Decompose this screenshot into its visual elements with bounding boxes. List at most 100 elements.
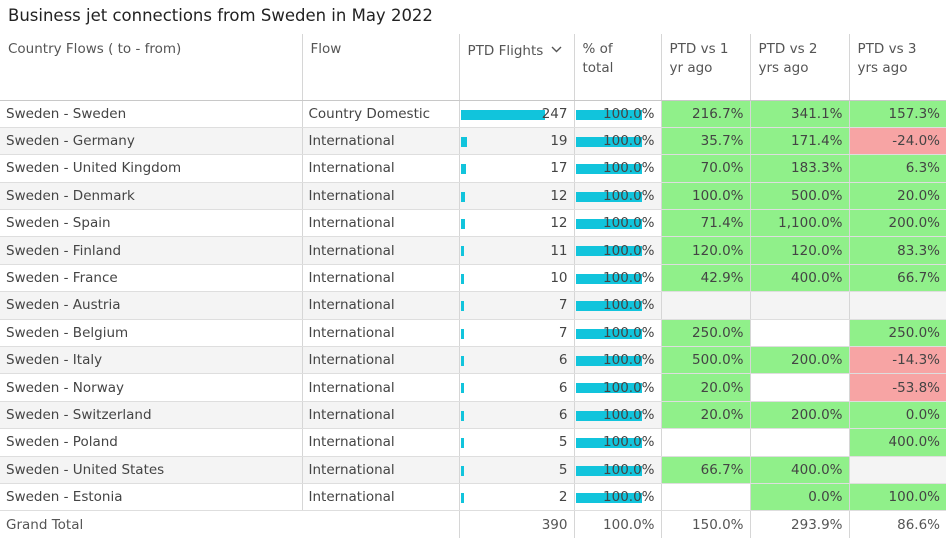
- pct-bar: [575, 410, 642, 421]
- country-flow-cell: Sweden - Italy: [0, 346, 303, 375]
- pct-value: 100.0%: [603, 215, 655, 232]
- vs-2yr-cell: 400.0%: [750, 456, 850, 484]
- vs-1yr-cell: 66.7%: [661, 456, 751, 484]
- pct-value: 100.0%: [603, 324, 655, 341]
- vs-2yr-cell: 200.0%: [750, 401, 850, 430]
- country-flow-cell: Sweden - Finland: [0, 236, 303, 265]
- vs-1yr-cell: 20.0%: [661, 373, 751, 402]
- header-pct-total[interactable]: % of total: [574, 34, 662, 101]
- table-row[interactable]: Sweden - Belgium International 7 100.0% 250.…: [0, 319, 946, 348]
- vs-3yr-cell: 400.0%: [849, 428, 946, 457]
- pct-total-cell: 100.0%: [574, 236, 662, 265]
- table-row[interactable]: Sweden - Switzerland International 6 100.0%…: [0, 401, 946, 430]
- vs-2yr-cell: [750, 373, 850, 402]
- ptd-flights-cell: 6: [459, 346, 575, 375]
- vs-3yr-cell: -14.3%: [849, 346, 946, 375]
- vs-1yr-cell: 71.4%: [661, 209, 751, 238]
- table-row[interactable]: Sweden - Denmark International 12 100.0% 100…: [0, 182, 946, 211]
- ptd-flights-cell: 12: [459, 182, 575, 211]
- pct-bar: [575, 219, 642, 230]
- pct-total-cell: 100.0%: [574, 483, 662, 512]
- pct-bar: [575, 356, 642, 367]
- header-vs-1yr[interactable]: PTD vs 1 yr ago: [661, 34, 751, 101]
- flights-value: 5: [558, 434, 568, 451]
- header-vs-2yr[interactable]: PTD vs 2 yrs ago: [750, 34, 850, 101]
- table-row[interactable]: Sweden - France International 10 100.0% 42.9…: [0, 264, 946, 293]
- pct-bar: [575, 438, 642, 449]
- table-row[interactable]: Sweden - Italy International 6 100.0% 500.0%…: [0, 346, 946, 375]
- table-row[interactable]: Sweden - Estonia International 2 100.0% 0.0%…: [0, 483, 946, 512]
- header-country[interactable]: Country Flows ( to - from): [0, 34, 303, 101]
- pct-bar: [575, 301, 642, 312]
- flow-cell: International: [302, 127, 460, 156]
- vs-1yr-cell: 70.0%: [661, 154, 751, 183]
- pct-total-cell: 100.0%: [574, 346, 662, 375]
- flights-value: 11: [550, 242, 568, 259]
- table-row[interactable]: Sweden - Germany International 19 100.0% 35.…: [0, 127, 946, 156]
- country-flow-cell: Sweden - Austria: [0, 291, 303, 320]
- flow-cell: International: [302, 456, 460, 484]
- vs-1yr-cell: [661, 483, 751, 512]
- flights-value: 12: [550, 187, 568, 204]
- pct-bar: [575, 383, 642, 394]
- table-row[interactable]: Sweden - United States International 5 100.…: [0, 456, 946, 484]
- vs-2yr-cell: 183.3%: [750, 154, 850, 183]
- chevron-down-icon[interactable]: [551, 40, 562, 59]
- pct-total-cell: 100.0%: [574, 209, 662, 238]
- flights-value: 7: [558, 324, 568, 341]
- vs-3yr-cell: 83.3%: [849, 236, 946, 265]
- flights-bar: [460, 219, 465, 230]
- vs-1yr-cell: 120.0%: [661, 236, 751, 265]
- country-flow-cell: Sweden - Denmark: [0, 182, 303, 211]
- pct-total-cell: 100.0%: [574, 127, 662, 156]
- flights-bar: [460, 356, 464, 367]
- vs-3yr-cell: 157.3%: [849, 100, 946, 128]
- flights-bar: [460, 273, 464, 284]
- flights-bar: [460, 301, 464, 312]
- grand-total-row: Grand Total 390 100.0% 150.0% 293.9% 86.6%: [0, 510, 946, 539]
- grand-total-vs-3yr: 86.6%: [849, 510, 946, 539]
- pct-value: 100.0%: [603, 352, 655, 369]
- header-ptd-flights[interactable]: PTD Flights: [459, 34, 575, 101]
- flow-cell: International: [302, 264, 460, 293]
- grand-total-vs-2yr: 293.9%: [750, 510, 850, 539]
- header-flow[interactable]: Flow: [302, 34, 460, 101]
- header-row: Country Flows ( to - from) Flow PTD Flig…: [0, 34, 946, 101]
- country-flow-cell: Sweden - Belgium: [0, 319, 303, 348]
- table-row[interactable]: Sweden - Norway International 6 100.0% 20.0%…: [0, 373, 946, 402]
- table-row[interactable]: Sweden - Spain International 12 100.0% 71.4%…: [0, 209, 946, 238]
- vs-1yr-cell: 20.0%: [661, 401, 751, 430]
- vs-3yr-cell: -53.8%: [849, 373, 946, 402]
- flights-value: 7: [558, 297, 568, 314]
- ptd-flights-cell: 6: [459, 373, 575, 402]
- grand-total-vs-1yr: 150.0%: [661, 510, 751, 539]
- ptd-flights-cell: 247: [459, 100, 575, 128]
- pct-value: 100.0%: [603, 434, 655, 451]
- pct-value: 100.0%: [603, 461, 655, 478]
- vs-3yr-cell: 200.0%: [849, 209, 946, 238]
- flow-cell: Country Domestic: [302, 100, 460, 128]
- ptd-flights-cell: 10: [459, 264, 575, 293]
- pct-value: 100.0%: [603, 379, 655, 396]
- flights-value: 2: [558, 489, 568, 506]
- country-flow-cell: Sweden - Spain: [0, 209, 303, 238]
- country-flow-cell: Sweden - Sweden: [0, 100, 303, 128]
- vs-2yr-cell: 1,100.0%: [750, 209, 850, 238]
- pct-value: 100.0%: [603, 489, 655, 506]
- table-row[interactable]: Sweden - Poland International 5 100.0% 400.0…: [0, 428, 946, 457]
- table-row[interactable]: Sweden - Finland International 11 100.0% 120…: [0, 236, 946, 265]
- vs-2yr-cell: [750, 319, 850, 348]
- pct-value: 100.0%: [603, 133, 655, 150]
- pct-total-cell: 100.0%: [574, 264, 662, 293]
- table-row[interactable]: Sweden - Sweden Country Domestic 247 100.0%…: [0, 100, 946, 128]
- table-row[interactable]: Sweden - United Kingdom International 17 10…: [0, 154, 946, 183]
- vs-2yr-cell: 0.0%: [750, 483, 850, 512]
- ptd-flights-cell: 17: [459, 154, 575, 183]
- table-row[interactable]: Sweden - Austria International 7 100.0%: [0, 291, 946, 320]
- country-flow-cell: Sweden - Switzerland: [0, 401, 303, 430]
- vs-2yr-cell: 200.0%: [750, 346, 850, 375]
- pct-value: 100.0%: [603, 105, 655, 122]
- flights-bar: [460, 438, 464, 449]
- pct-value: 100.0%: [603, 297, 655, 314]
- header-vs-3yr[interactable]: PTD vs 3 yrs ago: [849, 34, 946, 101]
